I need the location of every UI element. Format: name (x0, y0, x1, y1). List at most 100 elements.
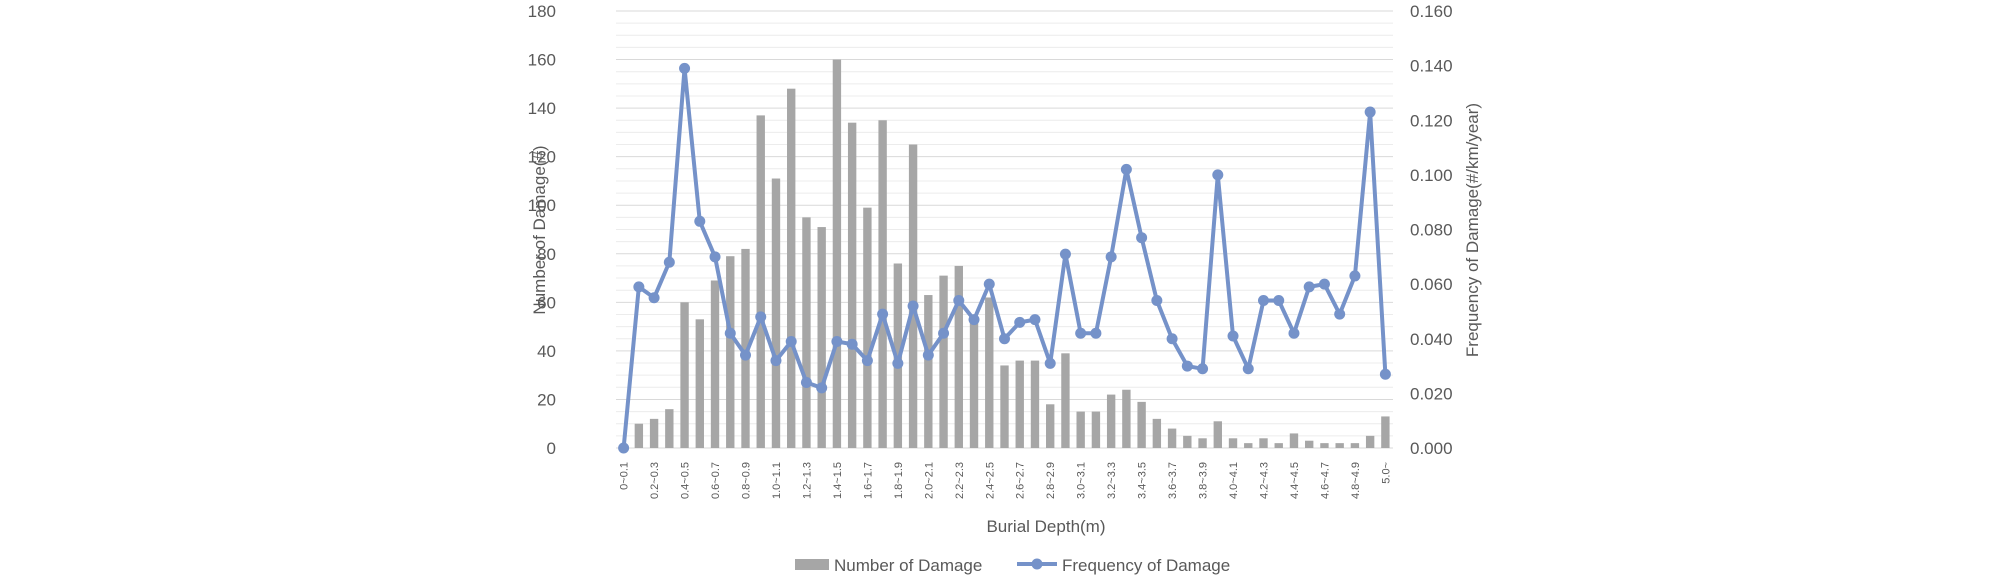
frequency-point (1136, 232, 1148, 244)
bar (1152, 418, 1162, 448)
bar (634, 423, 644, 448)
bar (1365, 435, 1375, 448)
x-tick-label: 0.6~0.7 (710, 462, 722, 499)
bar (1320, 443, 1329, 448)
frequency-point (679, 62, 691, 74)
frequency-point (633, 281, 645, 293)
x-tick-label: 2.0~2.1 (923, 462, 935, 499)
left-tick-label: 60 (537, 293, 556, 312)
bar (695, 319, 704, 448)
frequency-point (1044, 357, 1056, 369)
legend: Number of Damage Frequency of Damage (795, 556, 1230, 575)
x-tick-label: 2.2~2.3 (954, 462, 966, 499)
frequency-point (618, 442, 630, 454)
x-tick-label: 3.2~3.3 (1106, 462, 1118, 499)
bar (1274, 443, 1283, 448)
bar (1091, 411, 1101, 448)
bar (1183, 435, 1192, 448)
bar (924, 295, 933, 448)
left-tick-label: 160 (528, 51, 556, 70)
frequency-point (1364, 106, 1376, 118)
left-tick-label: 80 (537, 245, 556, 264)
bar (863, 207, 872, 448)
bar (939, 275, 948, 448)
x-tick-label: 4.8~4.9 (1350, 462, 1362, 499)
bar (771, 178, 781, 448)
frequency-point (1105, 251, 1117, 263)
frequency-point (968, 314, 980, 326)
right-tick-label: 0.160 (1410, 2, 1453, 21)
left-tick-label: 180 (528, 2, 556, 21)
left-axis-ticks: 0 20 40 60 80 100 120 140 160 180 (528, 2, 556, 458)
bar (787, 88, 796, 448)
left-axis-title: Number of Damage(#) (530, 145, 549, 314)
right-tick-label: 0.140 (1410, 57, 1453, 76)
x-tick-label: 3.8~3.9 (1198, 462, 1210, 499)
bar (1350, 443, 1360, 448)
frequency-point (1303, 281, 1315, 293)
bar (802, 217, 811, 448)
frequency-point (694, 215, 706, 227)
right-axis-ticks: 0.000 0.020 0.040 0.060 0.080 0.100 0.120 0.140… (1410, 2, 1453, 458)
frequency-point (1288, 327, 1300, 339)
right-tick-label: 0.080 (1410, 221, 1453, 240)
frequency-point (724, 327, 736, 339)
bar (832, 59, 842, 449)
bar (1259, 438, 1268, 448)
frequency-point (877, 308, 889, 320)
bar (680, 302, 689, 448)
frequency-point (1197, 363, 1209, 375)
left-tick-label: 20 (537, 390, 556, 409)
x-tick-label: 1.4~1.5 (832, 462, 844, 499)
x-tick-label: 1.0~1.1 (771, 462, 783, 499)
bar (847, 122, 857, 448)
right-axis-title: Frequency of Damage(#/km/year) (1463, 103, 1482, 357)
frequency-point (1227, 330, 1239, 342)
frequency-point (1059, 248, 1071, 260)
bar (710, 280, 720, 448)
frequency-point (1166, 333, 1178, 345)
x-tick-label: 2.8~2.9 (1045, 462, 1057, 499)
x-axis-title: Burial Depth(m) (986, 517, 1105, 536)
frequency-point (1379, 368, 1391, 380)
x-tick-label: 0.2~0.3 (649, 462, 661, 499)
x-tick-label: 1.8~1.9 (893, 462, 905, 499)
bar (1381, 416, 1390, 448)
x-tick-label: 4.2~4.3 (1259, 462, 1271, 499)
bar (1198, 438, 1207, 448)
frequency-point (892, 357, 904, 369)
right-tick-label: 0.120 (1410, 111, 1453, 130)
frequency-point (983, 278, 995, 290)
bar (1167, 428, 1177, 448)
bar (741, 248, 750, 448)
x-axis-ticks: 0~0.1 0.2~0.3 0.4~0.5 0.6~0.7 0.8~0.9 1.0~1.1… (619, 462, 1393, 499)
bar (878, 120, 887, 448)
x-tick-label: 2.6~2.7 (1015, 462, 1027, 499)
frequency-point (709, 251, 721, 263)
frequency-point (1212, 169, 1224, 181)
frequency-point (831, 335, 843, 347)
bar (954, 265, 963, 448)
left-tick-label: 140 (528, 99, 556, 118)
x-tick-label: 3.6~3.7 (1167, 462, 1179, 499)
frequency-point (1258, 295, 1269, 307)
frequency-point (999, 333, 1010, 345)
bar (817, 227, 826, 448)
line-series-frequency-of-damage (618, 62, 1391, 454)
frequency-point (953, 295, 965, 307)
bar (756, 115, 765, 449)
frequency-point (1318, 278, 1330, 290)
frequency-point (740, 349, 751, 361)
frequency-point (1151, 295, 1163, 307)
right-tick-label: 0.100 (1410, 166, 1453, 185)
x-tick-label: 4.6~4.7 (1319, 462, 1331, 499)
legend-swatch-frequency-of-damage-marker (1031, 558, 1043, 570)
bar (908, 144, 918, 448)
bar (969, 316, 979, 448)
bar (1046, 404, 1055, 448)
frequency-point (800, 376, 812, 388)
left-tick-label: 40 (537, 342, 556, 361)
left-tick-label: 100 (528, 196, 556, 215)
right-tick-label: 0.000 (1410, 439, 1453, 458)
frequency-point (785, 335, 797, 347)
